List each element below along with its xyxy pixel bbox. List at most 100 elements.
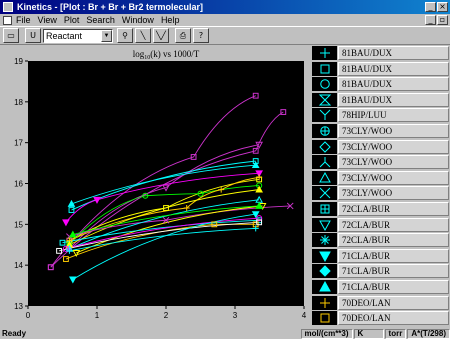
legend-label: 70DEO/LAN (338, 311, 449, 325)
minimize-button[interactable]: _ (425, 2, 436, 12)
asterisk-icon (312, 233, 337, 247)
inv-triangle-filled-icon (312, 249, 337, 263)
save-icon[interactable]: ▭ (3, 28, 19, 43)
legend-label: 73CLY/WOO (338, 155, 449, 169)
y-tick-label: 17 (14, 139, 23, 148)
binoculars-icon[interactable]: ⚲ (117, 28, 133, 43)
y-tick-label: 15 (14, 220, 23, 229)
legend-label: 71CLA/BUR (338, 249, 449, 263)
legend-item[interactable]: 73CLY/WOO (312, 171, 449, 186)
y-icon (312, 108, 337, 122)
legend-item[interactable]: 81BAU/DUX (312, 93, 449, 108)
diamond-filled-icon (312, 264, 337, 278)
mdi-minimize-button[interactable]: _ (425, 15, 436, 25)
menu-window[interactable]: Window (122, 15, 154, 25)
legend-label: 73CLY/WOO (338, 171, 449, 185)
x-tick-label: 0 (26, 311, 31, 320)
status-formula: A*(T/298) (407, 329, 450, 339)
legend-item[interactable]: 73CLY/WOO (312, 186, 449, 201)
reactant-select-value: Reactant (44, 31, 101, 41)
legend-item[interactable]: 72CLA/BUR (312, 202, 449, 217)
help-icon[interactable]: ? (193, 28, 209, 43)
legend-item[interactable]: 71CLA/BUR (312, 280, 449, 295)
menu-plot[interactable]: Plot (64, 15, 80, 25)
square-open-icon (312, 62, 337, 76)
plot-area: log10(k) vs 1000/T 0 1 2 3 4 13 14 15 16 17 18 19 (2, 46, 312, 326)
triangle-open-icon (312, 171, 337, 185)
units-button[interactable]: U (25, 28, 41, 43)
bowtie-icon (312, 93, 337, 107)
menu-search[interactable]: Search (86, 15, 115, 25)
legend-label: 81BAU/DUX (338, 77, 449, 91)
menu-help[interactable]: Help (161, 15, 180, 25)
legend-label: 73CLY/WOO (338, 140, 449, 154)
status-text: Ready (0, 329, 300, 338)
legend: 81BAU/DUX 81BAU/DUX 81BAU/DUX 81BAU/DUX 78HI… (312, 46, 449, 328)
legend-label: 71CLA/BUR (338, 264, 449, 278)
circle-plus-icon (312, 124, 337, 138)
legend-item[interactable]: 78HIP/LUU (312, 108, 449, 123)
y-tick-label: 14 (14, 261, 23, 270)
square-plus-icon (312, 202, 337, 216)
legend-label: 73CLY/WOO (338, 124, 449, 138)
legend-label: 72CLA/BUR (338, 218, 449, 232)
chart-title: log10(k) vs 1000/T (133, 49, 200, 61)
chart: log10(k) vs 1000/T 0 1 2 3 4 13 14 15 16 17 18 19 (2, 46, 312, 326)
legend-label: 72CLA/BUR (338, 202, 449, 216)
toolbar: ▭ U Reactant ▼ ⚲ ╲ ╲╱ ⎙ ? (0, 26, 450, 45)
legend-label: 73CLY/WOO (338, 186, 449, 200)
print-icon[interactable]: ⎙ (175, 28, 191, 43)
square-open-icon (312, 311, 337, 325)
document-icon[interactable] (3, 16, 12, 25)
status-pressure: torr (385, 329, 407, 339)
menu-bar: File View Plot Search Window Help _ ▫ (0, 14, 450, 26)
legend-item[interactable]: 81BAU/DUX (312, 62, 449, 77)
legend-item[interactable]: 81BAU/DUX (312, 77, 449, 92)
x-tick-label: 3 (233, 311, 238, 320)
legend-label: 71CLA/BUR (338, 280, 449, 294)
legend-item[interactable]: 73CLY/WOO (312, 155, 449, 170)
fit-curve-icon[interactable]: ╲╱ (153, 28, 169, 43)
status-temp: K (354, 329, 384, 339)
menu-file[interactable]: File (16, 15, 31, 25)
triangle-filled-icon (312, 280, 337, 294)
plus-thin-icon (312, 296, 337, 310)
legend-label: 72CLA/BUR (338, 233, 449, 247)
x-icon (312, 186, 337, 200)
status-bar: Ready mol/(cm**3) K torr A*(T/298) (0, 328, 450, 339)
y-tick-label: 19 (14, 57, 23, 66)
fit-line-icon[interactable]: ╲ (135, 28, 151, 43)
legend-item[interactable]: 81BAU/DUX (312, 46, 449, 61)
app-icon (3, 2, 13, 12)
legend-item[interactable]: 73CLY/WOO (312, 140, 449, 155)
reactant-select[interactable]: Reactant ▼ (43, 29, 113, 43)
legend-item[interactable]: 72CLA/BUR (312, 218, 449, 233)
x-tick-label: 4 (302, 311, 307, 320)
window-title: Kinetics - [Plot : Br + Br + Br2 termole… (17, 2, 203, 12)
y-tick-label: 13 (14, 302, 23, 311)
legend-item[interactable]: 71CLA/BUR (312, 249, 449, 264)
title-bar: Kinetics - [Plot : Br + Br + Br2 termole… (0, 0, 450, 14)
plus-thin-icon (312, 46, 337, 60)
status-units: mol/(cm**3) (301, 329, 353, 339)
legend-item[interactable]: 70DEO/LAN (312, 311, 449, 326)
legend-item[interactable]: 71CLA/BUR (312, 264, 449, 279)
y-tick-label: 18 (14, 98, 23, 107)
diamond-open-icon (312, 140, 337, 154)
y-tick-label: 16 (14, 180, 23, 189)
close-button[interactable]: × (437, 2, 448, 12)
circle-open-icon (312, 77, 337, 91)
legend-item[interactable]: 73CLY/WOO (312, 124, 449, 139)
chevron-down-icon[interactable]: ▼ (101, 30, 112, 42)
legend-label: 81BAU/DUX (338, 93, 449, 107)
legend-label: 78HIP/LUU (338, 108, 449, 122)
menu-view[interactable]: View (38, 15, 57, 25)
legend-label: 70DEO/LAN (338, 296, 449, 310)
legend-label: 81BAU/DUX (338, 62, 449, 76)
legend-item[interactable]: 72CLA/BUR (312, 233, 449, 248)
legend-label: 81BAU/DUX (338, 46, 449, 60)
inv-triangle-open-icon (312, 218, 337, 232)
legend-item[interactable]: 70DEO/LAN (312, 296, 449, 311)
inv-y-icon (312, 155, 337, 169)
mdi-restore-button[interactable]: ▫ (437, 15, 448, 25)
